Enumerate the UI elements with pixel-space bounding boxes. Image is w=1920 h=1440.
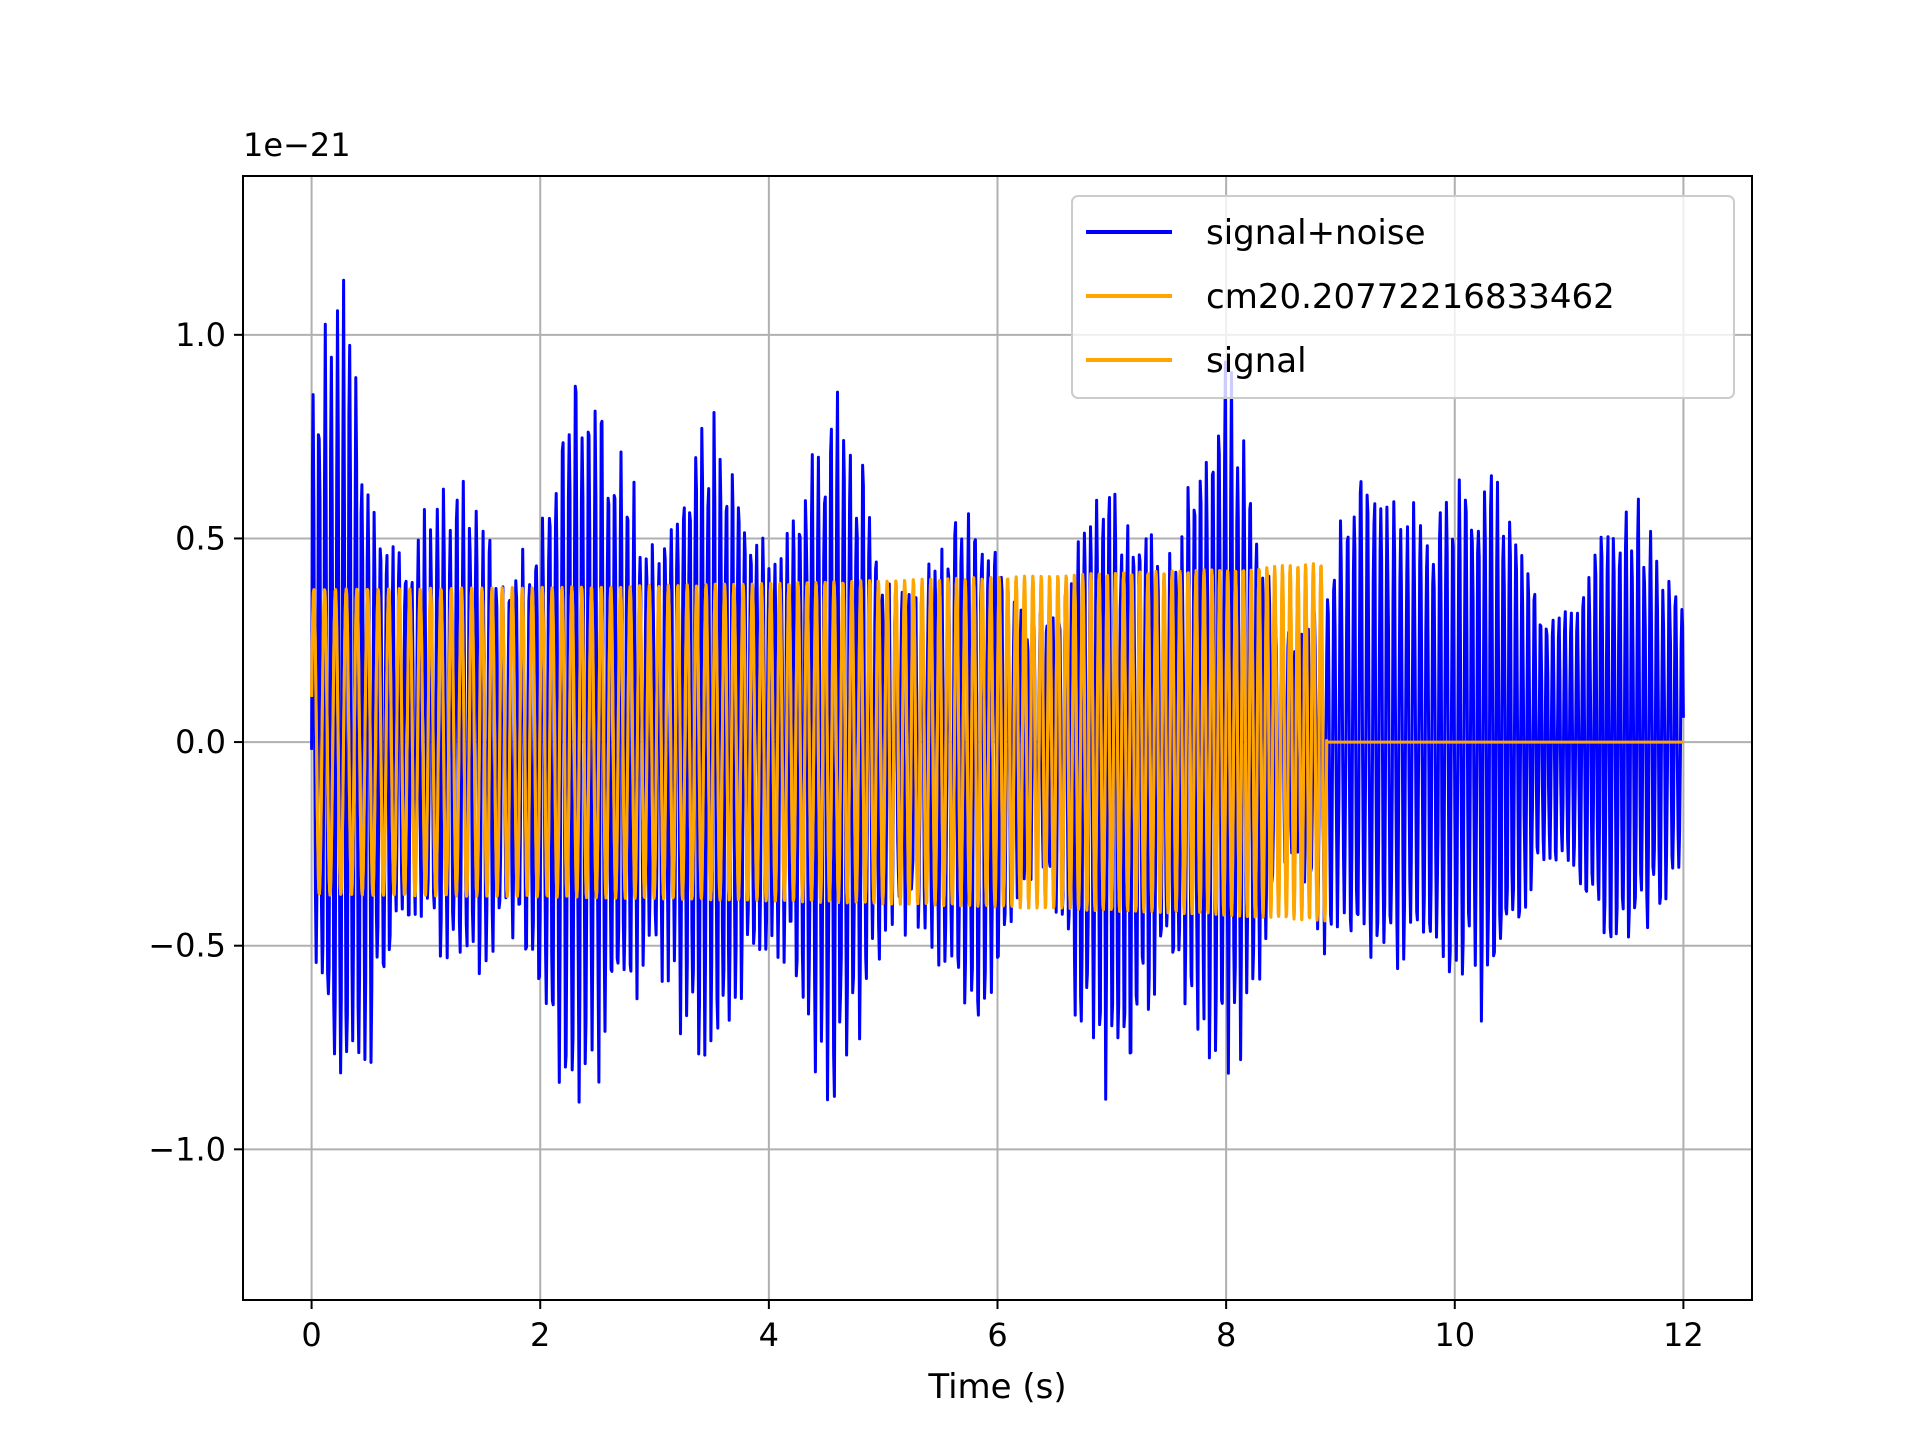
legend: signal+noise cm20.20772216833462 signal (1071, 195, 1735, 399)
plot-area (310, 278, 1685, 1104)
legend-box (1071, 195, 1735, 399)
x-tick-label: 2 (530, 1316, 550, 1354)
y-tick-label: 0.5 (175, 519, 226, 557)
series-signal-noise-line (310, 278, 1685, 1104)
x-tick-label: 4 (759, 1316, 779, 1354)
y-tick-label: 0.0 (175, 723, 226, 761)
x-tick-label: 10 (1434, 1316, 1475, 1354)
x-tick-label: 0 (301, 1316, 321, 1354)
legend-label: signal (1206, 341, 1307, 381)
legend-label: cm20.20772216833462 (1206, 277, 1615, 317)
y-offset-text: 1e−21 (243, 126, 351, 164)
legend-label: signal+noise (1206, 213, 1426, 253)
ticks: 0 2 4 6 8 10 12 −1.0 −0.5 0.0 0.5 1.0 (148, 316, 1703, 1354)
y-tick-label: −1.0 (148, 1130, 226, 1168)
x-tick-label: 12 (1663, 1316, 1704, 1354)
x-axis-label: Time (s) (927, 1367, 1066, 1407)
x-tick-label: 8 (1216, 1316, 1236, 1354)
series-signal-line (310, 562, 1684, 923)
x-tick-label: 6 (987, 1316, 1007, 1354)
y-tick-label: 1.0 (175, 316, 226, 354)
y-tick-label: −0.5 (148, 927, 226, 965)
